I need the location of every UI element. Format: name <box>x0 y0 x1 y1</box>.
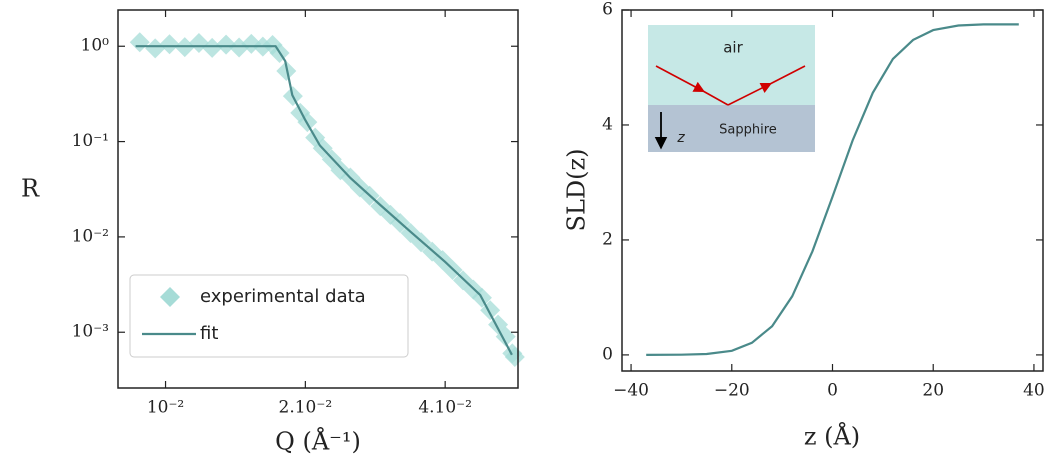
inset-diagram: air Sapphire z <box>648 25 815 152</box>
x-tick-label: −40 <box>613 381 649 401</box>
data-point <box>145 38 166 59</box>
x-tick-label: 40 <box>1023 381 1045 401</box>
x-axis-label: Q (Å⁻¹) <box>275 427 361 456</box>
data-point <box>202 37 223 58</box>
air-layer <box>648 25 815 105</box>
y-tick-label: 10⁰ <box>81 36 110 56</box>
legend-marker <box>160 287 180 307</box>
x-tick-label: −20 <box>714 381 750 401</box>
x-tick-label: 0 <box>827 381 838 401</box>
sapphire-layer <box>648 105 815 152</box>
fit-line <box>135 45 513 356</box>
x-tick-label: 4.10⁻² <box>418 398 472 418</box>
y-tick-label: 10⁻¹ <box>72 131 109 151</box>
x-tick-label: 2.10⁻² <box>279 398 333 418</box>
legend-box <box>129 274 409 358</box>
y-axis-label: R <box>21 175 40 203</box>
incident-ray <box>702 90 729 106</box>
y-tick-label: 0 <box>602 344 613 364</box>
sapphire-label: Sapphire <box>719 123 777 138</box>
legend-label: fit <box>200 323 218 344</box>
y-axis-label: SLD(z) <box>563 149 591 232</box>
y-tick-label: 6 <box>602 0 613 20</box>
data-point <box>216 34 237 55</box>
y-tick-label: 2 <box>602 229 613 249</box>
legend-label: experimental data <box>200 286 366 307</box>
fit-line <box>646 23 1019 356</box>
y-tick-label: 10⁻² <box>72 226 109 246</box>
x-tick-label: 10⁻² <box>147 398 184 418</box>
x-axis-label: z (Å) <box>804 422 860 451</box>
legend: experimental data fit <box>129 274 409 358</box>
air-label: air <box>723 39 743 57</box>
z-label: z <box>676 130 685 146</box>
incident-ray <box>655 65 705 93</box>
reflected-ray <box>727 82 773 106</box>
y-tick-label: 10⁻³ <box>72 322 109 342</box>
x-tick-label: 20 <box>922 381 944 401</box>
data-point <box>159 34 180 55</box>
plot-frame <box>117 9 519 389</box>
reflected-ray <box>769 65 806 85</box>
y-tick-label: 4 <box>602 114 613 134</box>
